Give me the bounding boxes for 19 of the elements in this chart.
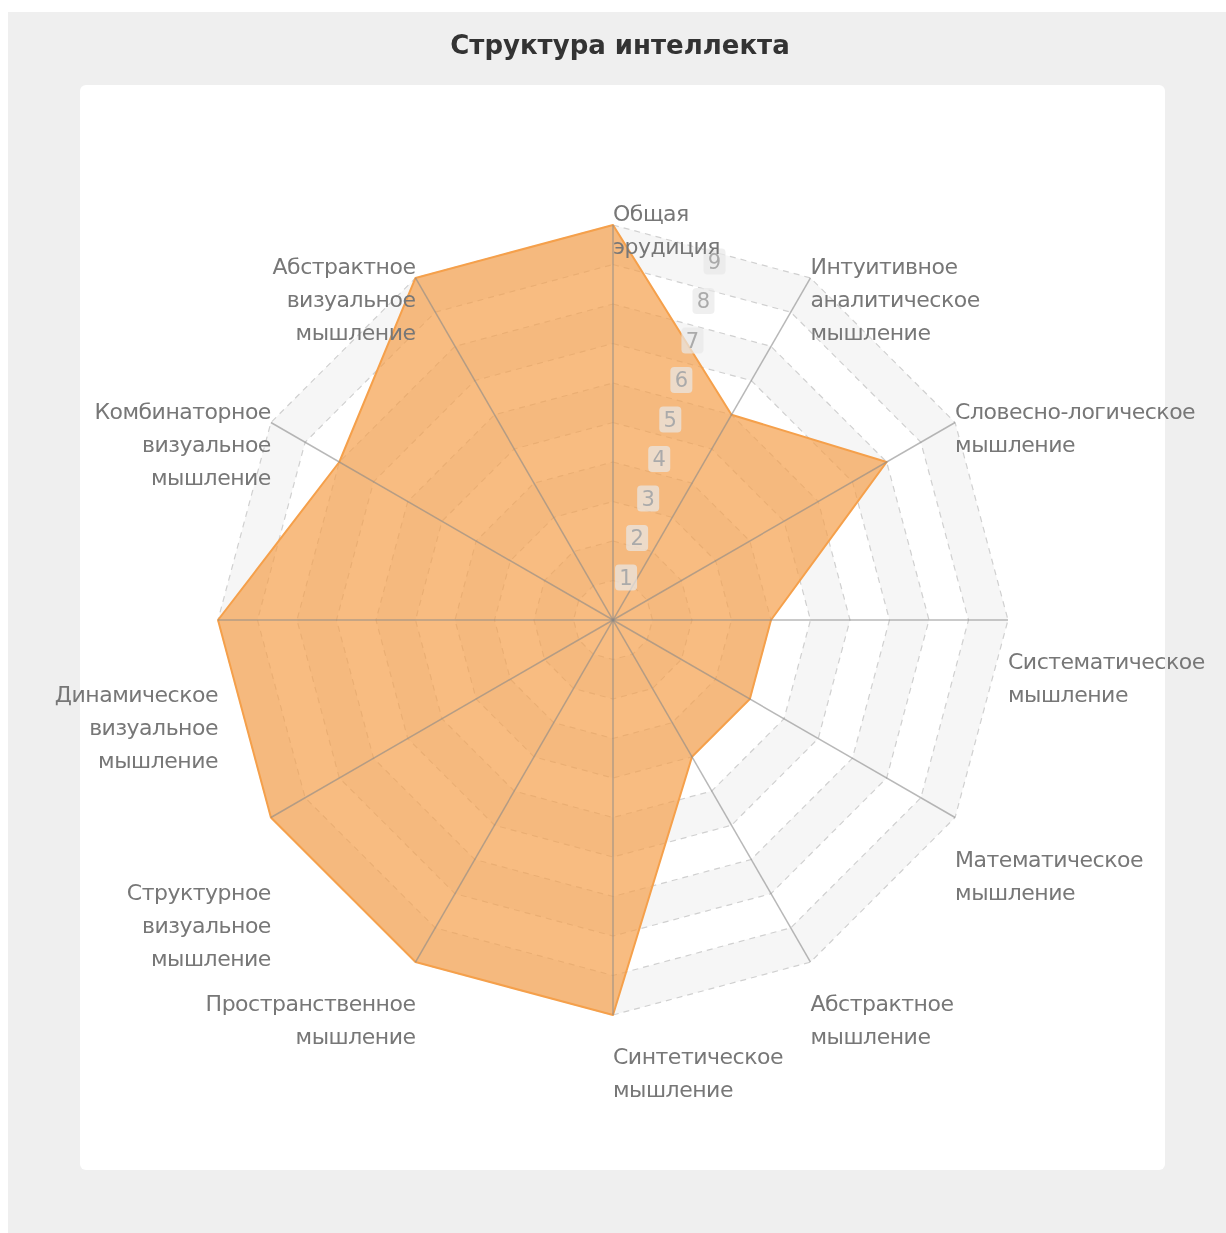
- y-tick-label: 8: [696, 289, 711, 313]
- spoke-label: Словесно-логическое мышление: [955, 398, 1196, 457]
- spoke-label: Пространственное мышление: [205, 991, 416, 1050]
- y-tick-label: 3: [641, 486, 655, 511]
- spoke-label: Синтетическое мышление: [613, 1044, 783, 1102]
- y-tick-label: 2: [630, 526, 644, 550]
- spoke-label: Абстрактное мышление: [810, 991, 954, 1050]
- y-tick-label: 7: [685, 328, 700, 353]
- spoke-label: Математическое мышление: [955, 846, 1143, 905]
- spoke-label: Динамическое визуальное мышление: [54, 682, 218, 773]
- spoke-label: Структурное визуальное мышление: [126, 879, 271, 971]
- y-tick-label: 1: [619, 565, 633, 590]
- y-tick-label: 4: [652, 447, 666, 471]
- y-tick-label: 6: [674, 368, 689, 392]
- chart-title: Структура интеллекта: [450, 30, 790, 60]
- spoke-label: Интуитивное аналитическое мышление: [810, 253, 980, 345]
- y-tick-label: 5: [663, 407, 677, 432]
- spoke-label: Систематическое мышление: [1008, 649, 1205, 707]
- spoke-label: Комбинаторное визуальное мышление: [94, 398, 271, 490]
